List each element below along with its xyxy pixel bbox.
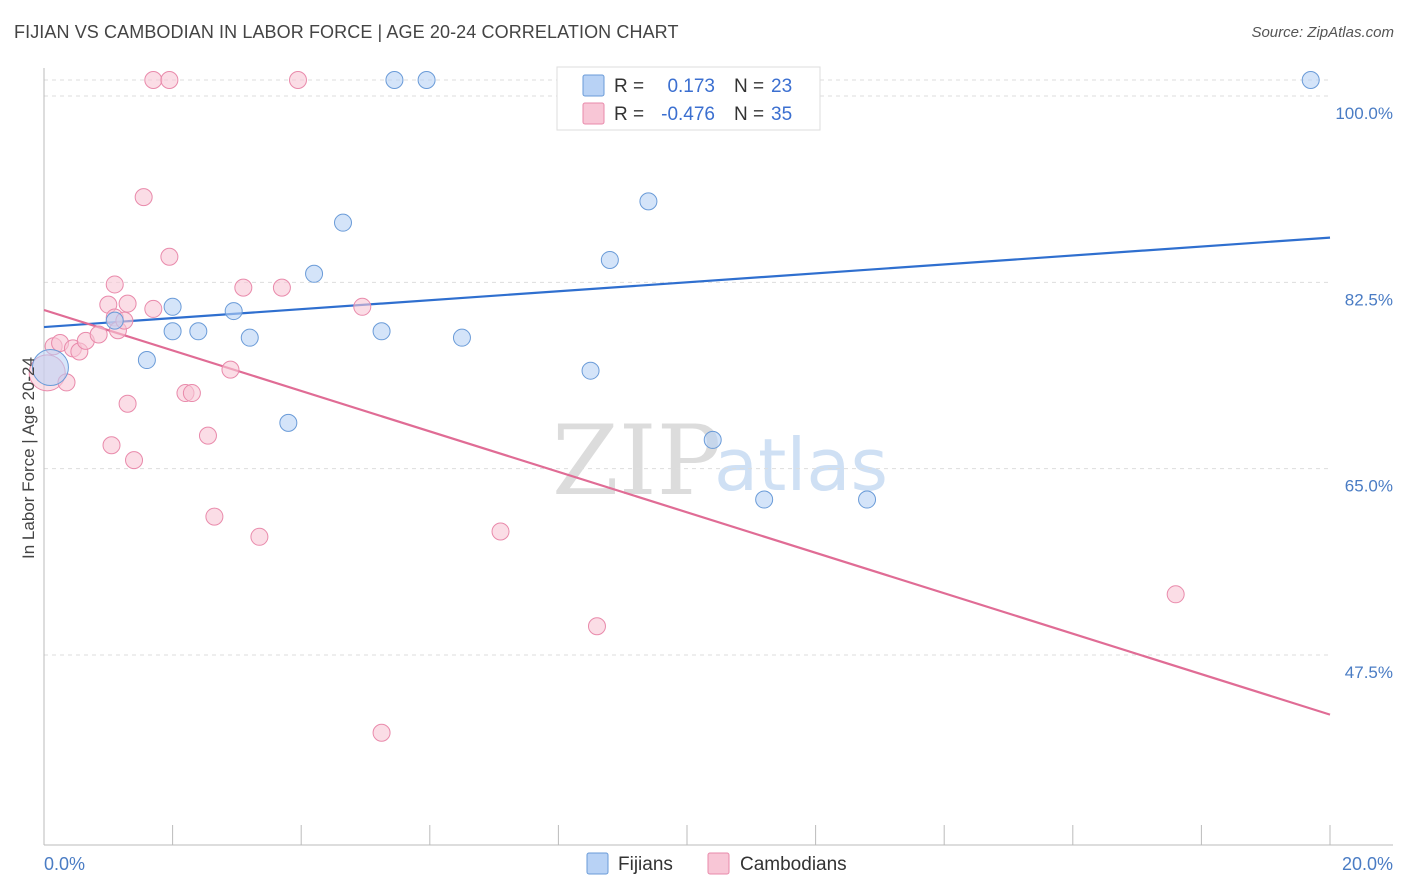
cambodian-point [118, 394, 137, 413]
fijian-point [279, 413, 298, 432]
fijian-point [581, 361, 600, 380]
fijian-point [452, 328, 471, 347]
cambodian-trend-line [43, 308, 1331, 716]
cambodian-point [234, 278, 253, 297]
x-tick-label-max: 20.0% [1342, 854, 1393, 874]
fijian-point [858, 490, 877, 509]
legend-fijian-swatch [582, 74, 605, 97]
series-legend: Fijians Cambodians [586, 852, 847, 875]
series-legend-cambodians-label: Cambodians [740, 854, 847, 875]
axes [43, 68, 1393, 846]
x-tick-label-min: 0.0% [44, 854, 85, 874]
cambodian-point [105, 275, 124, 294]
fijian-point [224, 302, 243, 321]
fijian-point [163, 297, 182, 316]
fijian-point [755, 490, 774, 509]
fijian-point [333, 213, 352, 232]
legend-fijian-n-label: N = [734, 76, 764, 97]
cambodian-point [353, 297, 372, 316]
series-legend-fijians-swatch [586, 852, 609, 875]
cambodian-point [144, 71, 163, 89]
cambodian-point [144, 299, 163, 318]
stats-legend: R = 0.173 N = 23 R = -0.476 N = 35 [556, 66, 821, 131]
trend-lines [43, 236, 1331, 716]
series-legend-cambodians-swatch [707, 852, 730, 875]
source-label: Source: ZipAtlas.com [1251, 24, 1394, 41]
legend-cambodian-r-label: R = [614, 104, 644, 125]
cambodian-point [1166, 585, 1185, 604]
cambodian-point [182, 384, 201, 403]
legend-fijian-r-value: 0.173 [667, 76, 715, 97]
fijian-point [385, 71, 404, 89]
legend-cambodian-n-label: N = [734, 104, 764, 125]
cambodian-point [587, 617, 606, 636]
y-axis-label: In Labor Force | Age 20-24 [19, 357, 38, 559]
fijian-point [240, 328, 259, 347]
cambodian-point [250, 527, 269, 546]
fijian-point [105, 311, 124, 330]
fijian-point [417, 71, 436, 89]
fijian-point [189, 322, 208, 341]
legend-cambodian-r-value: -0.476 [661, 104, 715, 125]
cambodian-point [221, 360, 240, 379]
fijian-point [639, 192, 658, 211]
y-tick-label: 65.0% [1345, 477, 1393, 496]
fijian-point [137, 351, 156, 370]
cambodian-point [372, 723, 391, 742]
fijian-point [703, 430, 722, 449]
watermark-zip: ZIP [552, 405, 721, 517]
legend-fijian-n-value: 23 [771, 76, 792, 97]
y-tick-label: 82.5% [1345, 290, 1393, 309]
tick-labels: 47.5% 65.0% 82.5% 100.0% 0.0% 20.0% [44, 104, 1393, 874]
cambodian-point [160, 247, 179, 266]
fijian-point [600, 250, 619, 269]
cambodian-point [491, 522, 510, 541]
legend-cambodian-n-value: 35 [771, 104, 792, 125]
fijian-point [372, 322, 391, 341]
watermark-atlas: atlas [714, 423, 888, 507]
cambodian-point [125, 451, 144, 470]
cambodian-point [134, 188, 153, 207]
cambodian-point [102, 436, 121, 455]
y-tick-label: 47.5% [1345, 663, 1393, 682]
series-legend-fijians-label: Fijians [618, 854, 673, 875]
fijian-point [1301, 71, 1320, 89]
cambodian-point [205, 507, 224, 526]
data-points [28, 71, 1320, 742]
cambodian-point [272, 278, 291, 297]
legend-cambodian-swatch [582, 102, 605, 125]
cambodian-point [160, 71, 179, 89]
cambodian-point [118, 294, 137, 313]
cambodian-point [288, 71, 307, 89]
cambodian-point [89, 325, 108, 344]
legend-fijian-r-label: R = [614, 76, 644, 97]
fijian-point [305, 264, 324, 283]
y-tick-label: 100.0% [1335, 104, 1393, 123]
fijian-point [31, 349, 69, 386]
cambodian-point [198, 426, 217, 445]
fijian-point [163, 322, 182, 341]
chart-title: FIJIAN VS CAMBODIAN IN LABOR FORCE | AGE… [14, 22, 679, 42]
fijian-trend-line [43, 236, 1331, 329]
